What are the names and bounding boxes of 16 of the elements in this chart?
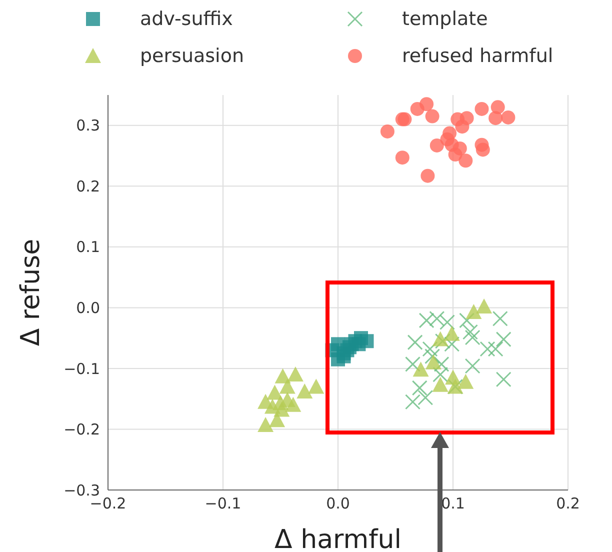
legend-label: refused harmful — [402, 44, 554, 66]
x-tick-label: 0.2 — [556, 494, 580, 513]
x-tick-label: 0.1 — [441, 494, 465, 513]
legend-label: template — [402, 8, 488, 30]
y-axis-title: Δ refuse — [16, 238, 46, 346]
legend-label: adv-suffix — [140, 8, 233, 30]
y-tick-label: 0.0 — [76, 299, 100, 318]
legend-label: persuasion — [140, 44, 244, 66]
y-tick-label: −0.2 — [64, 420, 100, 439]
x-tick-label: 0.0 — [326, 494, 350, 513]
y-tick-label: 0.3 — [76, 116, 100, 135]
y-tick-label: 0.2 — [76, 177, 100, 196]
y-tick-label: −0.1 — [64, 360, 100, 378]
x-tick-label: −0.1 — [204, 494, 242, 513]
x-axis-title: Δ harmful — [274, 525, 402, 552]
y-tick-label: 0.1 — [76, 238, 100, 256]
